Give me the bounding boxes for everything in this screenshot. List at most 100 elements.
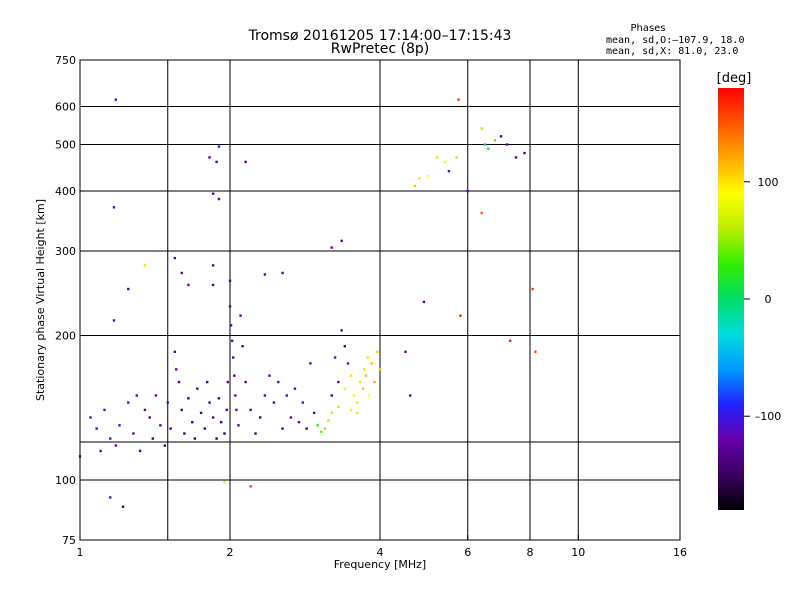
- colorbar-ticks: –100 0 100: [744, 176, 781, 423]
- data-point: [143, 264, 147, 267]
- data-point: [109, 496, 112, 499]
- x-tick-label: 8: [527, 546, 534, 559]
- data-point: [297, 420, 301, 424]
- data-point: [132, 432, 135, 435]
- data-point: [211, 192, 215, 195]
- y-tick-label: 300: [55, 245, 76, 258]
- data-point: [534, 350, 537, 353]
- data-point: [349, 374, 353, 377]
- data-point: [211, 264, 215, 267]
- data-point: [121, 505, 125, 508]
- data-point: [127, 287, 130, 291]
- data-point: [340, 239, 343, 243]
- colorbar-tick-label: 0: [765, 293, 772, 306]
- x-ticks: 1 2 4 6 8 10 16: [77, 535, 687, 559]
- y-tick-label: 100: [55, 474, 76, 487]
- data-point: [215, 160, 218, 164]
- data-point: [457, 98, 460, 101]
- data-point: [330, 394, 333, 397]
- data-point: [230, 339, 234, 343]
- data-point: [370, 362, 373, 365]
- data-point: [103, 408, 106, 412]
- data-point: [183, 432, 186, 435]
- y-tick-label: 750: [55, 54, 76, 67]
- chart-subtitle: RwPretec (8p): [331, 41, 429, 57]
- data-point: [309, 362, 312, 365]
- data-point: [228, 279, 232, 283]
- colorbar: [718, 88, 744, 510]
- data-point: [169, 427, 172, 430]
- data-point: [499, 135, 503, 138]
- data-point: [193, 437, 197, 440]
- stats-line-o: mean, sd,O:–107.9, 18.0: [606, 35, 744, 46]
- stats-title: Phases: [630, 23, 665, 34]
- data-point: [376, 350, 379, 353]
- data-point: [148, 416, 151, 419]
- y-tick-label: 200: [55, 330, 76, 343]
- data-point: [358, 380, 362, 384]
- data-point: [217, 397, 221, 400]
- data-point: [254, 432, 257, 435]
- data-point: [343, 387, 347, 390]
- data-points: [78, 98, 537, 508]
- stats-line-x: mean, sd,X: 81.0, 23.0: [606, 46, 738, 57]
- data-point: [443, 160, 447, 164]
- data-point: [281, 271, 284, 275]
- data-point: [352, 394, 356, 397]
- y-axis-label: Stationary phase Virtual Height [km]: [34, 199, 47, 401]
- y-tick-label: 400: [55, 185, 76, 198]
- data-point: [143, 408, 147, 412]
- data-point: [378, 368, 382, 371]
- data-point: [418, 177, 421, 180]
- data-point: [205, 380, 209, 384]
- data-point: [305, 427, 308, 430]
- data-point: [422, 300, 426, 304]
- data-point: [239, 314, 242, 317]
- data-point: [514, 156, 518, 159]
- data-point: [301, 401, 305, 404]
- data-point: [272, 401, 276, 404]
- data-point: [337, 405, 340, 409]
- data-point: [135, 394, 138, 397]
- data-point: [228, 305, 232, 308]
- data-point: [89, 416, 92, 419]
- data-point: [217, 145, 221, 148]
- data-point: [159, 424, 162, 427]
- data-point: [263, 394, 267, 397]
- grid: [80, 60, 680, 540]
- data-point: [223, 480, 226, 484]
- data-point: [114, 444, 118, 447]
- data-point: [187, 397, 190, 400]
- data-point: [427, 174, 430, 178]
- data-point: [373, 380, 376, 384]
- data-point: [455, 156, 458, 159]
- data-point: [163, 444, 167, 447]
- data-point: [320, 430, 323, 434]
- data-point: [249, 485, 252, 488]
- data-point: [232, 356, 235, 359]
- data-point: [244, 160, 247, 164]
- data-point: [413, 184, 417, 188]
- data-point: [241, 345, 244, 348]
- data-point: [523, 151, 526, 155]
- data-point: [277, 380, 280, 384]
- data-point: [404, 350, 407, 353]
- data-point: [199, 411, 203, 415]
- data-point: [281, 427, 284, 430]
- data-point: [173, 350, 177, 353]
- data-point: [487, 147, 490, 150]
- data-point: [234, 394, 237, 397]
- colorbar-label: [deg]: [717, 71, 752, 86]
- data-point: [263, 273, 267, 276]
- x-axis-label: Frequency [MHz]: [334, 558, 426, 571]
- data-point: [367, 394, 371, 397]
- data-point: [112, 319, 116, 322]
- data-point: [363, 368, 366, 371]
- data-point: [177, 380, 181, 384]
- data-point: [127, 401, 130, 404]
- data-point: [226, 380, 230, 384]
- data-point: [293, 387, 297, 390]
- data-point: [435, 156, 438, 159]
- data-point: [237, 424, 240, 427]
- data-point: [211, 416, 215, 419]
